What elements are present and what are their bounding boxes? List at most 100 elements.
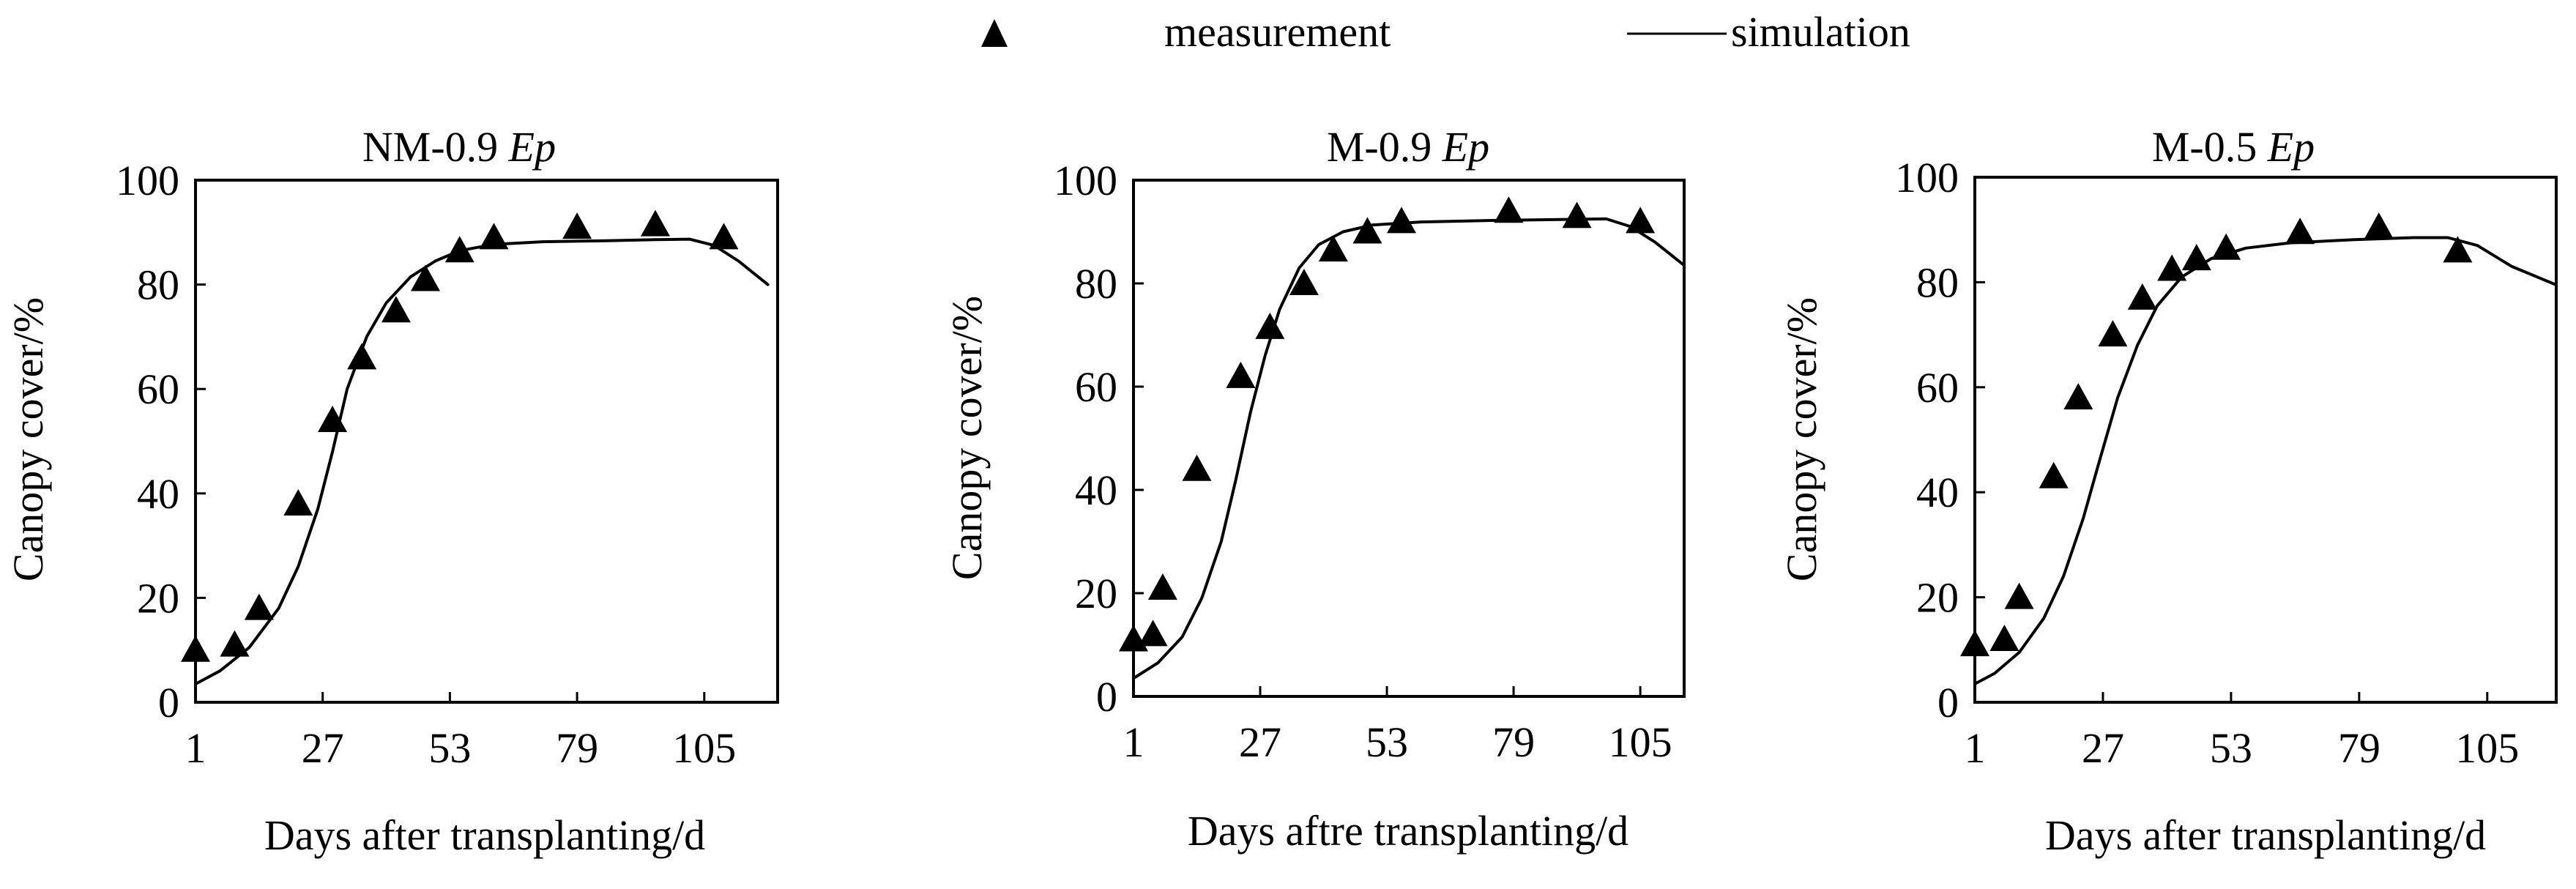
- x-tick-label: 27: [1239, 718, 1281, 766]
- x-tick-label: 27: [2082, 724, 2124, 772]
- measurement-point: [2063, 383, 2093, 410]
- x-tick-label: 105: [672, 724, 736, 772]
- legend: measurement simulation: [981, 8, 1910, 56]
- x-tick-label: 1: [185, 724, 206, 772]
- y-tick-label: 60: [1075, 363, 1117, 411]
- measurement-point: [410, 264, 440, 291]
- y-tick-label: 100: [116, 157, 179, 204]
- y-tick-label: 0: [1937, 679, 1959, 726]
- y-tick-label: 0: [1096, 673, 1117, 721]
- chart-panel-m-0-5: M-0.5 Ep 0 20 40 60 80 100 1 27 53 79 105 Days af…: [1778, 123, 2558, 859]
- y-axis-label: Canopy cover/%: [4, 297, 52, 581]
- plot-frame: [1973, 176, 2558, 704]
- measurement-point: [1226, 361, 1256, 388]
- chart-title-italic: Ep: [508, 123, 556, 171]
- x-tick-label: 53: [1366, 718, 1408, 766]
- series-layer: [1960, 212, 2558, 685]
- measurement-point: [1989, 624, 2020, 651]
- y-axis-ticks: 0 20 40 60 80 100: [1895, 154, 1985, 726]
- y-tick-label: 40: [137, 470, 179, 518]
- legend-measurement-label: measurement: [1164, 8, 1391, 56]
- y-tick-label: 20: [137, 574, 179, 622]
- measurement-point: [444, 236, 474, 263]
- x-tick-label: 27: [302, 724, 344, 772]
- measurement-point: [1562, 201, 1592, 228]
- series-layer: [1119, 196, 1686, 680]
- measurement-point: [244, 593, 274, 620]
- legend-simulation-label: simulation: [1731, 8, 1910, 56]
- chart-title-main: M-0.5: [2152, 123, 2268, 171]
- chart-title: M-0.9 Ep: [1327, 123, 1489, 171]
- measurement-point: [562, 212, 592, 239]
- measurement-point: [220, 630, 250, 657]
- x-axis-ticks: 1 27 53 79 105: [185, 692, 736, 772]
- measurement-point: [1960, 630, 1989, 657]
- x-tick-label: 53: [2210, 724, 2252, 772]
- measurement-point: [283, 489, 313, 516]
- measurement-point: [2039, 461, 2069, 488]
- chart-title-main: M-0.9: [1327, 123, 1443, 171]
- y-tick-label: 40: [1075, 466, 1117, 514]
- measurement-point: [181, 635, 210, 662]
- measurement-point: [2285, 217, 2315, 245]
- y-tick-label: 100: [1054, 157, 1117, 204]
- simulation-line: [1132, 217, 1686, 680]
- x-axis-label: Days aftre transplanting/d: [1188, 807, 1628, 855]
- chart-panel-m-0-9: M-0.9 Ep 0 20 40 60 80 100 1 27 53 79 105 Days af…: [943, 123, 1686, 855]
- measurement-point: [2364, 212, 2394, 239]
- measurement-point: [2098, 320, 2128, 347]
- measurement-point: [1494, 196, 1524, 223]
- x-tick-label: 105: [1609, 718, 1672, 766]
- x-axis-label: Days after transplanting/d: [2045, 811, 2486, 859]
- measurement-point: [1289, 269, 1319, 295]
- x-tick-label: 53: [428, 724, 471, 772]
- plot-frame: [1132, 179, 1686, 698]
- x-axis-ticks: 1 27 53 79 105: [1123, 686, 1672, 766]
- measurement-point: [1255, 312, 1285, 339]
- measurement-point: [1387, 207, 1417, 234]
- plot-frame: [194, 179, 779, 704]
- x-tick-label: 79: [2338, 724, 2380, 772]
- y-tick-label: 100: [1895, 154, 1959, 201]
- chart-title-italic: Ep: [2267, 123, 2315, 171]
- simulation-line: [194, 237, 770, 685]
- y-tick-label: 20: [1916, 574, 1959, 622]
- x-tick-label: 105: [2455, 724, 2519, 772]
- measurement-point: [640, 209, 670, 237]
- measurement-point: [381, 296, 411, 323]
- y-tick-label: 80: [1075, 260, 1117, 308]
- measurement-point: [1318, 235, 1348, 262]
- measurement-point: [2443, 236, 2473, 263]
- measurement-point: [347, 343, 377, 370]
- y-axis-label: Canopy cover/%: [1778, 297, 1825, 581]
- y-tick-label: 20: [1075, 570, 1117, 617]
- measurement-point: [1138, 620, 1168, 647]
- y-axis-ticks: 0 20 40 60 80 100: [116, 157, 206, 726]
- legend-measurement-marker: [981, 19, 1008, 47]
- x-tick-label: 79: [556, 724, 598, 772]
- y-tick-label: 60: [1916, 364, 1959, 412]
- chart-title: M-0.5 Ep: [2152, 123, 2315, 171]
- chart-title: NM-0.9 Ep: [362, 123, 556, 171]
- y-tick-label: 40: [1916, 469, 1959, 516]
- series-layer: [181, 209, 770, 685]
- x-tick-label: 1: [1965, 724, 1986, 772]
- y-axis-label: Canopy cover/%: [943, 296, 991, 580]
- chart-title-main: NM-0.9: [362, 123, 509, 171]
- measurement-point: [2004, 582, 2034, 609]
- y-tick-label: 0: [158, 679, 179, 726]
- x-tick-label: 79: [1492, 718, 1535, 766]
- measurement-point: [2127, 283, 2157, 310]
- y-tick-label: 60: [137, 365, 179, 413]
- simulation-line: [1973, 236, 2558, 685]
- chart-panel-nm-0-9: NM-0.9 Ep 0 20 40 60 80 100 1 27 53 79 105 Days a…: [4, 123, 779, 859]
- measurement-point: [1182, 454, 1212, 481]
- y-tick-label: 80: [1916, 258, 1959, 306]
- x-axis-ticks: 1 27 53 79 105: [1965, 692, 2519, 772]
- measurement-point: [1352, 217, 1382, 244]
- measurement-point: [1626, 207, 1656, 234]
- y-axis-ticks: 0 20 40 60 80 100: [1054, 157, 1144, 721]
- measurement-point: [1147, 573, 1177, 600]
- x-axis-label: Days after transplanting/d: [264, 811, 705, 859]
